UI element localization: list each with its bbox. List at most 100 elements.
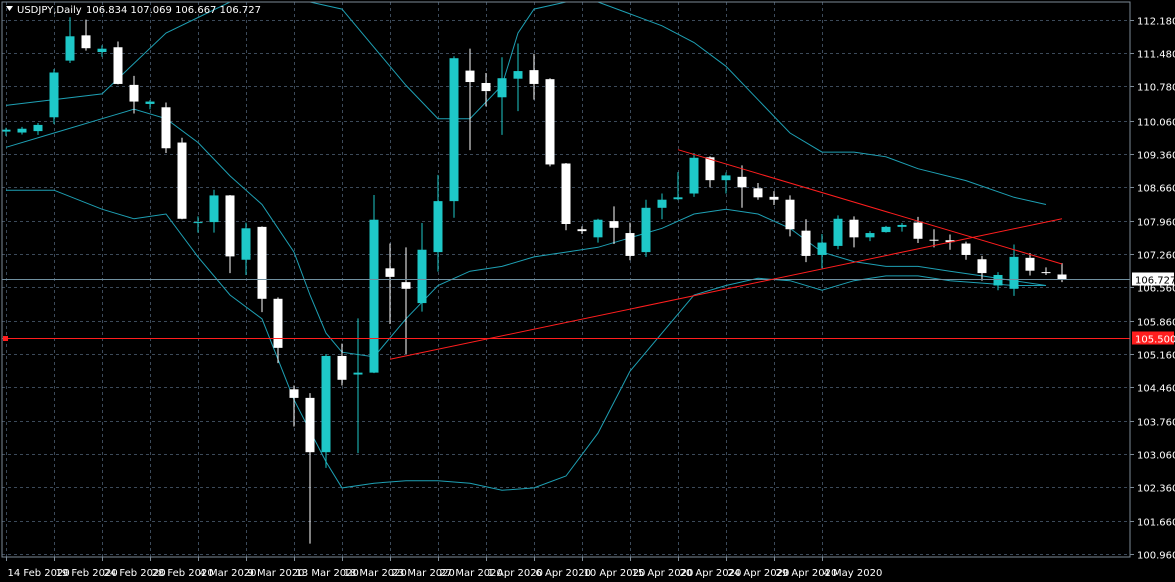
candle — [113, 41, 123, 85]
candle-body — [849, 219, 859, 238]
candle-body — [641, 207, 651, 253]
date-tick-label: 24 Feb 2020 — [104, 568, 166, 579]
date-tick-label: 10 Apr 2020 — [584, 568, 646, 579]
trendline[interactable] — [389, 218, 1063, 360]
candle-body — [449, 58, 459, 202]
ohlc-readout: 106.834 107.069 106.667 106.727 — [86, 5, 261, 16]
candle-body — [177, 142, 187, 219]
candle-body — [609, 221, 619, 228]
candle-body — [673, 197, 683, 200]
candle-body — [977, 259, 987, 274]
candle-body — [769, 196, 779, 200]
candle — [961, 241, 971, 260]
candle — [561, 163, 571, 231]
candle — [433, 174, 443, 272]
candle-body — [401, 282, 411, 289]
candle-body — [353, 372, 363, 375]
candle-body — [369, 219, 379, 373]
candle — [849, 216, 859, 248]
candle-body — [913, 222, 923, 239]
candle — [513, 43, 523, 112]
candle — [865, 231, 875, 242]
candle — [1057, 263, 1067, 283]
candle — [545, 78, 555, 167]
candle-body — [945, 240, 955, 243]
trendline[interactable] — [677, 149, 1063, 265]
candle — [721, 172, 731, 194]
candle-body — [657, 199, 667, 208]
candle — [225, 194, 235, 274]
candle-body — [241, 228, 251, 260]
candle-body — [433, 201, 443, 253]
date-tick-label: 6 Apr 2020 — [536, 568, 591, 579]
bollinger-lower-line — [6, 189, 1046, 491]
trendlines — [389, 149, 1063, 360]
candle-body — [417, 249, 427, 304]
candle-body — [929, 239, 939, 241]
candle-body — [145, 101, 155, 104]
candle — [897, 223, 907, 232]
candle — [353, 318, 363, 454]
candle-body — [561, 163, 571, 224]
candle-body — [593, 219, 603, 238]
price-tick-label: 105.860 — [1137, 318, 1175, 329]
date-tick-label: 20 Apr 2020 — [680, 568, 742, 579]
price-tick-label: 103.760 — [1137, 418, 1175, 429]
current-price-tag-box — [1132, 272, 1174, 286]
candle — [369, 194, 379, 374]
date-tick-label: 24 Apr 2020 — [728, 568, 790, 579]
support-price-tag-box — [1132, 331, 1174, 345]
candle-body — [33, 124, 43, 132]
price-tick-label: 100.960 — [1137, 551, 1175, 562]
candle-body — [1057, 274, 1067, 280]
candle — [929, 229, 939, 248]
candle — [881, 225, 891, 233]
candle — [1041, 267, 1051, 275]
date-tick-label: 13 Mar 2020 — [296, 568, 359, 579]
chevron-down-icon[interactable] — [6, 6, 13, 11]
candle — [81, 19, 91, 51]
candle — [161, 102, 171, 154]
candle-body — [545, 79, 555, 165]
date-tick-label: 28 Feb 2020 — [152, 568, 214, 579]
candle-body — [17, 128, 27, 133]
date-tick-label: 9 Mar 2020 — [248, 568, 305, 579]
candle — [65, 17, 75, 63]
candle-body — [705, 157, 715, 181]
candle — [193, 216, 203, 233]
candle-body — [321, 355, 331, 453]
candle — [337, 343, 347, 386]
candle — [977, 255, 987, 281]
candle — [481, 72, 491, 107]
candle-body — [753, 188, 763, 198]
candle — [177, 137, 187, 220]
candle — [833, 215, 843, 250]
date-tick-label: 18 Mar 2020 — [344, 568, 407, 579]
candle-body — [737, 176, 747, 188]
candle — [497, 57, 507, 135]
current-price-tag: 106.727 — [1135, 276, 1175, 287]
candle — [705, 156, 715, 188]
bollinger-middle-line — [5, 108, 1047, 358]
candle — [145, 100, 155, 110]
candle — [289, 385, 299, 427]
candle-body — [1041, 272, 1051, 274]
candle — [657, 193, 667, 220]
candle — [593, 218, 603, 243]
candle — [385, 243, 395, 325]
candle — [209, 189, 219, 233]
candle — [609, 206, 619, 245]
candle-body — [113, 47, 123, 84]
candle-body — [65, 36, 75, 61]
candle-body — [529, 70, 539, 84]
price-axis[interactable]: 112.180 111.480 110.780 110.060 109.360 108.6… — [1130, 17, 1175, 562]
price-tick-label: 110.060 — [1137, 118, 1175, 129]
support-line-handle[interactable] — [3, 336, 8, 341]
candle-body — [833, 218, 843, 246]
candle-body — [961, 243, 971, 255]
price-tick-label: 112.180 — [1137, 17, 1175, 28]
candle — [321, 354, 331, 468]
